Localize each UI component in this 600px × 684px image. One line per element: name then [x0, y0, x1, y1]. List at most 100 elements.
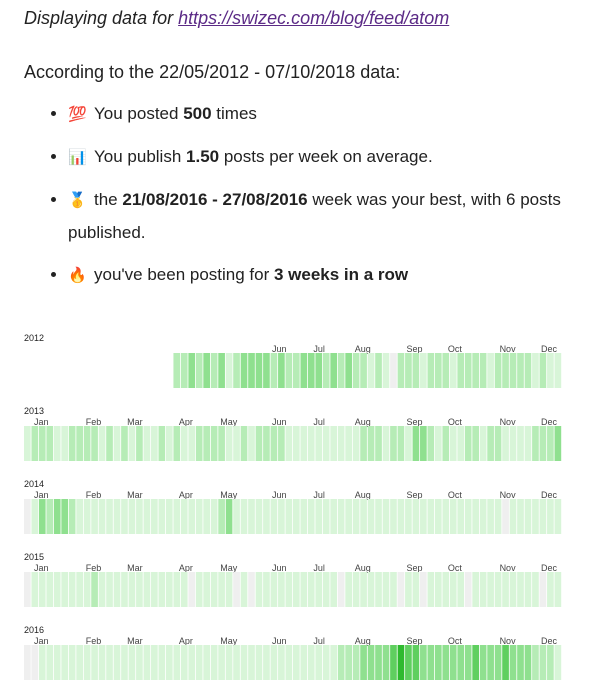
week-cell — [113, 572, 121, 607]
week-cell — [233, 426, 240, 461]
week-cell — [434, 572, 442, 607]
week-cell — [420, 645, 427, 680]
week-cell — [24, 499, 31, 534]
year-label: 2014 — [24, 479, 44, 489]
week-cell — [248, 645, 255, 680]
month-label: Oct — [448, 636, 463, 646]
week-cell — [31, 353, 39, 388]
month-label: Jun — [272, 636, 287, 646]
stat-value: 1.50 — [186, 147, 220, 166]
month-label: Jun — [272, 417, 287, 427]
week-cell — [509, 353, 517, 388]
week-cell — [225, 572, 233, 607]
week-cell — [427, 572, 435, 607]
week-cell — [91, 499, 98, 534]
week-cell — [188, 426, 196, 461]
week-cell — [449, 426, 457, 461]
month-label: Jun — [272, 490, 287, 500]
stat-posts-per-week: 📊 You publish 1.50 posts per week on aver… — [68, 141, 600, 174]
week-cell — [330, 645, 338, 680]
month-label: Jan — [34, 417, 49, 427]
week-cell — [517, 645, 524, 680]
week-cell — [225, 353, 233, 388]
month-label: Sep — [406, 563, 422, 573]
week-cell — [121, 353, 128, 388]
week-cell — [300, 353, 308, 388]
week-cell — [494, 426, 502, 461]
week-cell — [494, 572, 502, 607]
week-cell — [136, 645, 143, 680]
week-cell — [143, 426, 151, 461]
month-label: Oct — [448, 344, 463, 354]
month-label: Feb — [86, 636, 102, 646]
month-label: Aug — [355, 636, 371, 646]
week-cell — [91, 572, 98, 607]
hundred-points-icon: 💯 — [68, 106, 87, 123]
month-label: Jul — [313, 344, 325, 354]
week-cell — [502, 353, 509, 388]
week-cell — [113, 353, 121, 388]
week-cell — [472, 645, 479, 680]
week-cell — [195, 499, 203, 534]
month-label: Sep — [406, 417, 422, 427]
week-cell — [255, 426, 263, 461]
week-cell — [532, 572, 539, 607]
week-cell — [293, 499, 300, 534]
week-cell — [225, 645, 233, 680]
week-cell — [330, 499, 338, 534]
week-cell — [464, 645, 472, 680]
week-cell — [76, 499, 83, 534]
week-cell — [136, 426, 143, 461]
week-cell — [405, 499, 412, 534]
week-cell — [434, 353, 442, 388]
week-cell — [173, 426, 181, 461]
week-cell — [255, 572, 263, 607]
week-cell — [143, 572, 151, 607]
week-cell — [360, 499, 367, 534]
week-cell — [487, 353, 494, 388]
week-cell — [337, 426, 345, 461]
week-cell — [300, 645, 308, 680]
week-cell — [76, 353, 83, 388]
week-cell — [46, 645, 54, 680]
week-cell — [390, 572, 397, 607]
week-cell — [121, 426, 128, 461]
week-cell — [479, 572, 487, 607]
week-cell — [479, 499, 487, 534]
week-cell — [457, 645, 465, 680]
week-cell — [524, 572, 532, 607]
week-cell — [315, 353, 323, 388]
week-cell — [233, 645, 240, 680]
week-cell — [83, 572, 91, 607]
week-cell — [46, 572, 54, 607]
week-cell — [136, 572, 143, 607]
stat-total-posts: 💯 You posted 500 times — [68, 98, 600, 131]
month-label: Nov — [500, 563, 517, 573]
feed-link[interactable]: https://swizec.com/blog/feed/atom — [178, 8, 450, 28]
week-cell — [554, 353, 562, 388]
week-cell — [38, 426, 46, 461]
week-cell — [98, 572, 106, 607]
week-cell — [307, 353, 315, 388]
week-cell — [173, 353, 181, 388]
week-cell — [539, 426, 547, 461]
week-cell — [442, 353, 450, 388]
week-cell — [457, 572, 465, 607]
week-cell — [449, 572, 457, 607]
week-cell — [420, 499, 427, 534]
month-label: Aug — [355, 344, 371, 354]
stat-value: 3 weeks in a row — [273, 265, 409, 284]
fire-icon: 🔥 — [68, 267, 87, 284]
month-label: Dec — [541, 344, 558, 354]
week-cell — [121, 572, 128, 607]
week-cell — [188, 645, 196, 680]
week-cell — [509, 645, 517, 680]
week-cell — [46, 353, 54, 388]
week-cell — [442, 572, 450, 607]
week-cell — [53, 572, 61, 607]
week-cell — [532, 353, 539, 388]
week-cell — [390, 499, 397, 534]
week-cell — [405, 426, 412, 461]
